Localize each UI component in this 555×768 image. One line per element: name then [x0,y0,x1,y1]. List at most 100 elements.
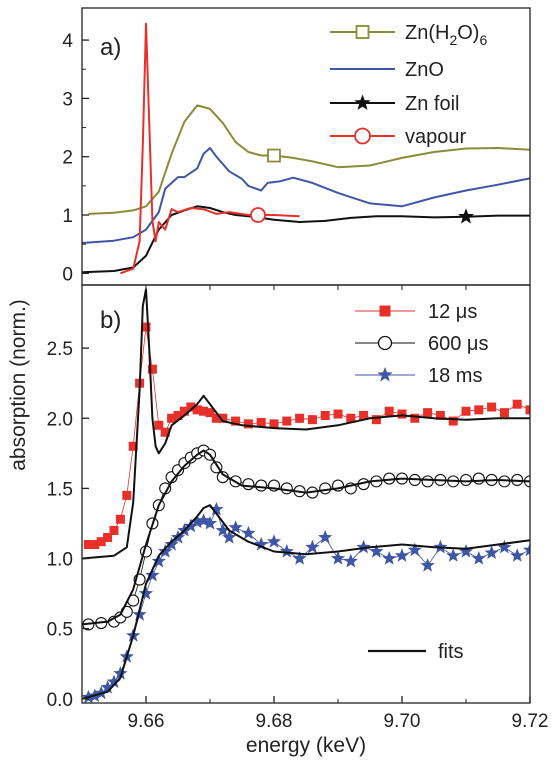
data-point-12us [256,417,266,427]
data-point-600us [280,482,293,495]
x-tick-label: 9.70 [384,711,421,732]
legend-marker-open-circle [377,335,393,351]
data-point-18ms [106,674,122,688]
data-point-12us [179,406,189,416]
data-point-18ms [183,518,198,533]
data-point-12us [205,408,215,418]
data-point-12us [525,405,530,415]
series-line-a-3 [120,22,300,275]
y-tick-label-a: 4 [62,31,73,52]
data-point-12us [320,410,330,420]
data-point-18ms [266,534,282,548]
data-point-12us [499,408,509,418]
data-point-18ms [151,553,166,568]
data-point-18ms [330,551,346,565]
data-point-12us [167,413,177,423]
x-axis-title: energy (keV) [246,734,366,757]
data-point-18ms [305,539,320,554]
x-tick-label: 9.72 [512,711,549,732]
data-point-12us [90,539,100,549]
legend-marker-filled-star [354,94,371,110]
data-point-600us [421,475,434,488]
data-point-18ms [343,553,358,568]
data-point-18ms [215,523,230,537]
data-point-12us [192,405,202,415]
y-tick-label-b: 0.0 [47,690,73,711]
data-point-18ms [222,530,237,544]
data-point-12us [487,402,497,412]
data-point-12us [410,413,420,423]
fit-line-1 [82,449,530,626]
data-point-18ms [458,544,474,558]
x-tick-label: 9.66 [128,711,165,732]
data-point-18ms [196,513,211,527]
data-point-18ms [318,530,333,544]
fit-line-0 [82,288,530,560]
data-point-12us [243,419,253,429]
data-point-12us [160,427,170,437]
data-point-18ms [228,520,243,534]
legend-entry-zno: ZnO [330,59,444,81]
data-point-12us [269,419,279,429]
data-point-600us [459,473,473,487]
data-point-18ms [382,551,397,565]
x-tick-label: 9.68 [256,711,293,732]
y-tick-label-b: 2.0 [47,409,73,430]
data-point-12us [448,416,458,426]
panel-a-legend: Zn(H2O)6 ZnO Zn foil vapour [330,22,487,148]
legend-label-zn-h2o6: Zn(H2O)6 [405,22,487,48]
panel-b-legend: 12 μs 600 μs 18 ms fits [355,301,488,663]
data-point-12us [359,410,369,420]
y-tick-label-b: 2.5 [47,339,73,360]
data-point-12us [397,409,407,419]
panel-a-series-markers [250,148,475,224]
data-point-18ms [164,537,179,551]
series-line-a-1 [82,147,530,244]
legend-marker-open-square [355,25,370,39]
panel-b: 0.0 0.5 1.0 1.5 2.0 2.5 9.66 9.68 9.70 9.72 b) 12… [7,284,549,757]
data-point-18ms [369,544,384,558]
data-point-18ms [241,525,256,540]
data-point-18ms [292,551,307,565]
data-point-18ms [471,551,486,565]
data-point-12us [141,322,151,332]
series-thin-line-b-2 [88,508,530,698]
data-point-12us [83,539,93,549]
y-tick-label-a: 1 [62,206,73,227]
data-point-18ms [522,542,530,557]
legend-entry-vapour: vapour [330,126,466,148]
data-point-18ms [484,545,499,559]
data-point-12us [122,490,132,500]
data-point-600us [255,479,268,492]
y-tick-label-a: 0 [62,264,73,285]
data-point-18ms [202,516,218,530]
data-point-600us [242,478,255,491]
y-tick-label-b: 0.5 [47,620,73,641]
panel-a-label: a) [100,34,121,61]
legend-label-vapour: vapour [405,126,466,148]
y-tick-label-a: 3 [62,89,73,110]
y-axis-title: absorption (norm.) [7,299,30,471]
data-point-600us [319,482,332,495]
data-point-18ms [138,586,154,600]
legend-label-600us: 600 μs [428,333,488,355]
data-point-18ms [356,539,371,554]
panel-a: 0 1 2 3 4 a) Zn(H2O)6 ZnO Zn foil vapour [62,7,531,286]
legend-entry-fits: fits [368,641,464,663]
data-point-18ms [190,514,205,529]
data-point-12us [115,514,125,524]
panel-b-series [82,288,530,703]
data-point-12us [295,413,305,423]
data-point-12us [186,402,196,412]
legend-entry-600us: 600 μs [355,333,488,355]
panel-a-axis-ticks: 0 1 2 3 4 [62,31,89,285]
data-point-18ms [446,548,461,562]
series-line-a-0 [88,104,530,215]
data-point-12us [154,420,164,430]
data-point-12us [346,413,356,423]
data-point-18ms [510,548,525,562]
data-point-12us [173,410,183,420]
series-thin-line-b-0 [88,327,530,545]
panel-b-label: b) [100,307,121,334]
